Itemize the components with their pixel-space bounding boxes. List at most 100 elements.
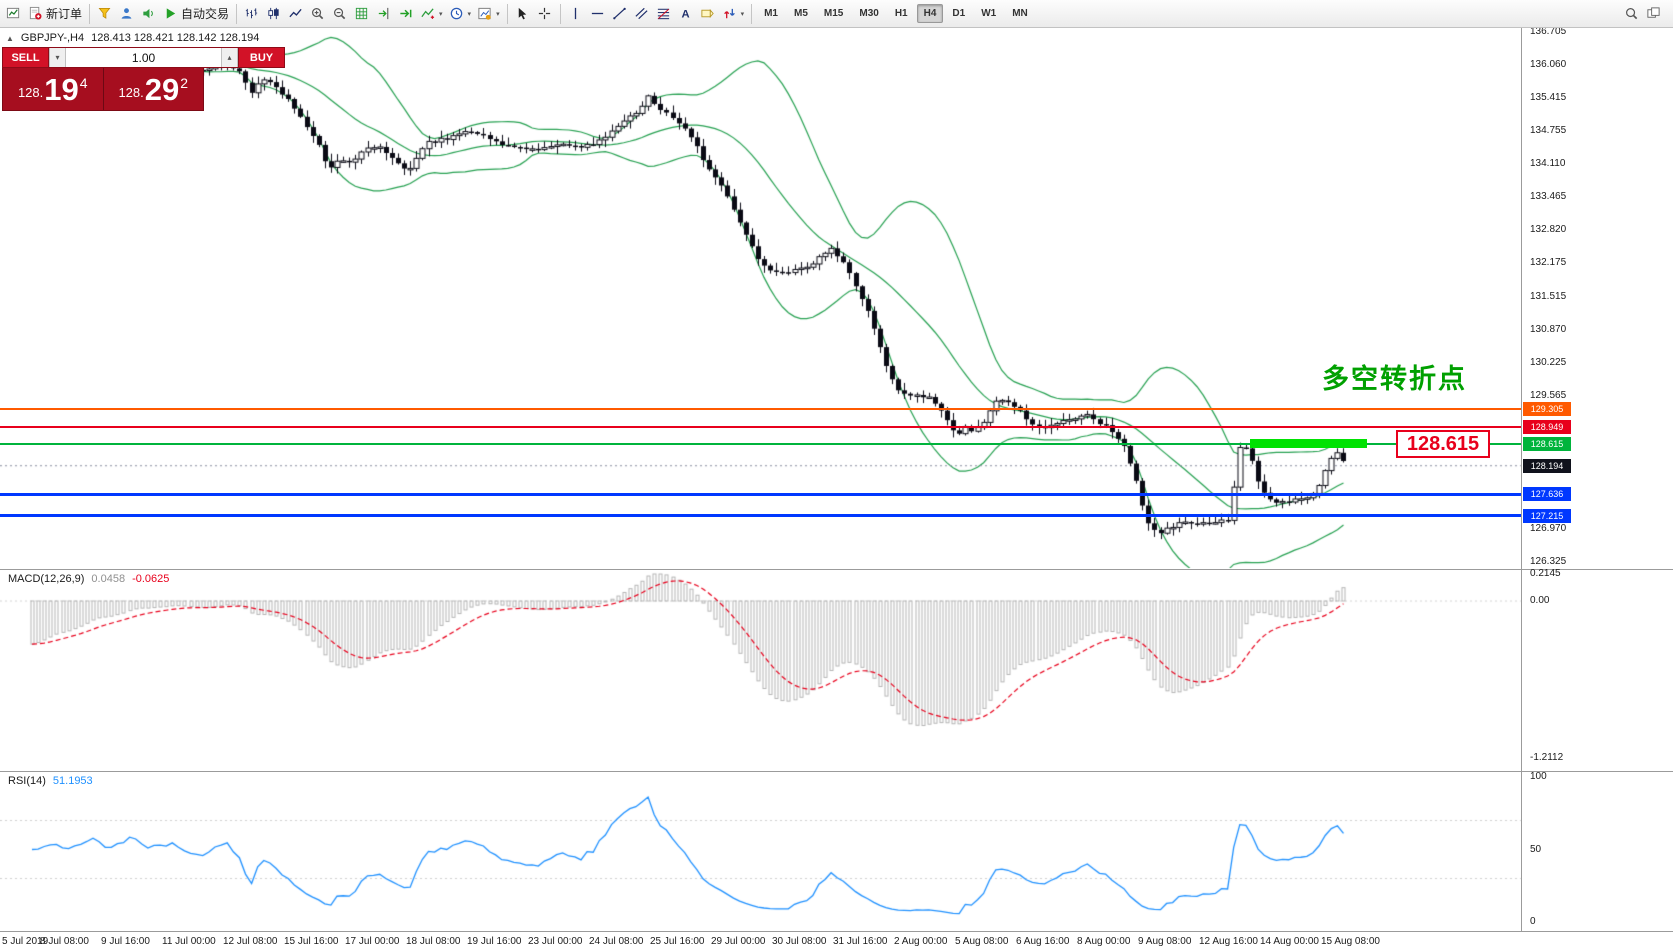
new-order-button[interactable]: 新订单 [25, 2, 85, 26]
time-axis-label: 9 Jul 16:00 [101, 936, 150, 947]
one-click-controls: SELL ▾ ▴ BUY [2, 47, 285, 68]
price-axis-label: 130.870 [1530, 323, 1567, 335]
periods-button[interactable]: ▾ [446, 2, 475, 26]
magnifier-icon [1624, 6, 1639, 21]
windows-icon [1646, 6, 1661, 21]
vertical-line-button[interactable] [565, 2, 587, 26]
auto-trading-button[interactable]: 自动交易 [160, 2, 232, 26]
toolbar-right-group [1621, 2, 1665, 26]
toolbar-separator [89, 3, 91, 24]
volume-input[interactable] [66, 48, 221, 67]
price-line-label: 128.615 [1523, 437, 1571, 452]
rsi-indicator-label: RSI(14) 51.1953 [8, 775, 93, 787]
label-button[interactable] [697, 2, 719, 26]
toolbar-left-group: 新订单 自动交易 ▾ ▾ ▾ A ▾ M1 M5 M15 M30 H1 H4 D1 W1 MN [3, 2, 1036, 26]
bar-chart-type-button[interactable] [241, 2, 263, 26]
sell-price-display[interactable]: 128. 19 4 [3, 68, 104, 110]
price-axis-label: 135.415 [1530, 91, 1567, 103]
price-axis-label: 136.060 [1530, 58, 1567, 70]
market-watch-button[interactable] [116, 2, 138, 26]
timeframe-d1-button[interactable]: D1 [952, 8, 966, 19]
zoom-in-button[interactable] [307, 2, 329, 26]
zoom-out-icon [332, 6, 347, 21]
chart-shift-button[interactable] [373, 2, 395, 26]
crosshair-button[interactable] [534, 2, 556, 26]
buy-price-prefix: 128. [118, 85, 144, 100]
sell-price-prefix: 128. [17, 85, 44, 100]
chart-canvas[interactable] [0, 28, 1673, 952]
time-scale[interactable]: 5 Jul 2019 8 Jul 08:00 9 Jul 16:00 11 Jul 0… [0, 934, 1673, 952]
horizontal-line-button[interactable] [587, 2, 609, 26]
volume-increase-button[interactable]: ▴ [221, 48, 238, 67]
timeframe-h4-button[interactable]: H4 [916, 4, 944, 23]
macd-title: MACD(12,26,9) [8, 573, 85, 585]
highlight-segment[interactable] [1250, 439, 1367, 448]
dropdown-caret-icon: ▾ [439, 10, 443, 18]
time-axis-label: 31 Jul 16:00 [833, 936, 888, 947]
search-button[interactable] [1621, 2, 1643, 26]
time-axis-label: 8 Jul 08:00 [40, 936, 89, 947]
timeframe-h1-button[interactable]: H1 [894, 8, 908, 19]
timeframe-mn-button[interactable]: MN [1012, 8, 1028, 19]
user-icon [119, 6, 134, 21]
time-axis-label: 24 Jul 08:00 [589, 936, 644, 947]
fibonacci-button[interactable] [653, 2, 675, 26]
navigator-button[interactable] [138, 2, 160, 26]
price-axis-label: 126.325 [1530, 555, 1567, 567]
timeframe-m5-button[interactable]: M5 [794, 8, 808, 19]
new-chart-button[interactable] [3, 2, 25, 26]
volume-decrease-button[interactable]: ▾ [49, 48, 66, 67]
chart-profile-button[interactable] [94, 2, 116, 26]
arrows-button[interactable]: ▾ [719, 2, 748, 26]
bars-type-icon [244, 6, 259, 21]
grid-button[interactable] [351, 2, 373, 26]
price-scale-border [1521, 28, 1522, 931]
fibo-icon [656, 6, 671, 21]
buy-button[interactable]: BUY [238, 47, 285, 68]
sell-button[interactable]: SELL [2, 47, 49, 68]
horizontal-line-127.636[interactable] [0, 492, 1521, 496]
rsi-value: 51.1953 [52, 775, 93, 787]
axis-separator [0, 931, 1673, 932]
candlestick-type-button[interactable] [263, 2, 285, 26]
timeframe-m1-button[interactable]: M1 [764, 8, 778, 19]
horizontal-line-128.615[interactable] [0, 443, 1521, 446]
trendline-button[interactable] [609, 2, 631, 26]
rsi-axis-label: 0 [1530, 916, 1536, 927]
auto-scroll-button[interactable] [395, 2, 417, 26]
horizontal-line-128.949[interactable] [0, 426, 1521, 429]
templates-button[interactable]: ▾ [474, 2, 503, 26]
new-order-icon [28, 6, 43, 21]
timeframe-m30-button[interactable]: M30 [859, 8, 879, 19]
channel-button[interactable] [631, 2, 653, 26]
indicators-button[interactable]: ▾ [417, 2, 446, 26]
horizontal-line-127.215[interactable] [0, 514, 1521, 518]
timeframe-m15-button[interactable]: M15 [823, 8, 844, 19]
cursor-icon [515, 6, 530, 21]
pane-separator[interactable] [0, 771, 1673, 772]
price-scale[interactable]: 136.705 136.060 135.415 134.755 134.110 133.4… [1522, 0, 1673, 952]
window-list-button[interactable] [1643, 2, 1665, 26]
line-type-icon [288, 6, 303, 21]
cursor-button[interactable] [512, 2, 534, 26]
panel-collapse-icon[interactable]: ▲ [6, 33, 14, 43]
crosshair-icon [537, 6, 552, 21]
text-button[interactable]: A [675, 2, 697, 26]
price-axis-label: 132.175 [1530, 256, 1567, 268]
zoom-out-button[interactable] [329, 2, 351, 26]
timeframe-w1-button[interactable]: W1 [981, 8, 997, 19]
new-chart-icon [6, 6, 21, 21]
price-axis-label: 134.110 [1530, 158, 1566, 170]
time-axis-label: 25 Jul 16:00 [650, 936, 705, 947]
line-chart-type-button[interactable] [285, 2, 307, 26]
arrows-tool-icon [722, 6, 737, 21]
time-axis-label: 12 Jul 08:00 [223, 936, 278, 947]
price-callout[interactable]: 128.615 [1396, 430, 1490, 458]
candles-type-icon [266, 6, 281, 21]
turning-point-annotation[interactable]: 多空转折点 [1322, 364, 1467, 394]
horizontal-line-129.305[interactable] [0, 408, 1521, 410]
buy-price-display[interactable]: 128. 29 2 [104, 68, 204, 110]
pane-separator[interactable] [0, 569, 1673, 570]
label-tool-icon [700, 6, 715, 21]
